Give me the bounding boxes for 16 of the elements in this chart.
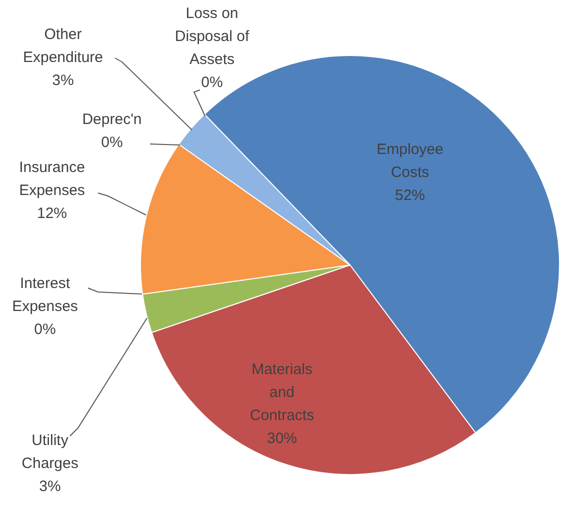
text: 0% (201, 74, 223, 92)
category-label: Loss on Disposal of Assets (174, 5, 250, 68)
slice-label: Materials and Contracts (250, 361, 314, 424)
text: 0% (101, 134, 123, 152)
slice-label: Insurance Expenses (19, 159, 85, 200)
legend-label: Interest Expenses (12, 275, 78, 316)
slice-label: Utility Charges (22, 432, 78, 472)
slice-label: Employee Costs (376, 141, 444, 182)
data-label: 12% (36, 205, 68, 222)
data-label: 52% (394, 187, 426, 204)
data-label: 3% (39, 478, 61, 496)
slice-label: Other Expenditure (22, 26, 104, 66)
category-label: Deprec'n (82, 111, 142, 128)
data-label: 30% (266, 430, 298, 448)
text: 0% (34, 321, 56, 338)
data-label: 3% (52, 72, 74, 90)
